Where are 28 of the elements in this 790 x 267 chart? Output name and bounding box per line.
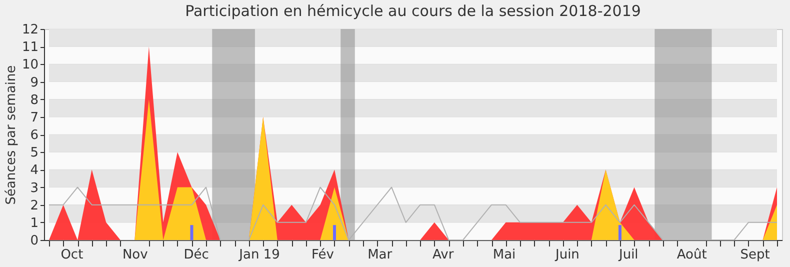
y-tick-label: 7 <box>30 110 38 126</box>
x-tick-label: Déc <box>184 248 209 262</box>
chart-title: Participation en hémicycle au cours de la session 2018-2019 <box>185 2 641 20</box>
x-tick-label: Oct <box>60 248 84 262</box>
x-tick-label: Nov <box>122 248 148 262</box>
y-tick-label: 3 <box>30 180 38 196</box>
y-tick-label: 8 <box>30 92 38 108</box>
y-tick-label: 1 <box>30 216 38 231</box>
x-tick-label: Fév <box>312 248 334 262</box>
y-tick-label: 11 <box>22 40 38 56</box>
y-tick-label: 12 <box>22 22 38 38</box>
line-series <box>48 186 778 240</box>
y-tick-label: 5 <box>30 146 38 161</box>
y-tick-label: 0 <box>30 234 38 248</box>
x-tick-label: Juil <box>618 248 638 262</box>
x-tick-label: Mai <box>492 248 516 262</box>
y-tick-label: 6 <box>30 128 38 143</box>
x-tick-label: Mar <box>368 248 393 262</box>
y-axis-title: Séances par semaine <box>4 65 19 205</box>
x-tick-label: Sept <box>740 248 770 262</box>
x-tick-label: Jan 19 <box>238 248 280 262</box>
y-tick-label: 2 <box>30 198 38 214</box>
y-tick-label: 10 <box>22 58 38 73</box>
x-tick-label: Août <box>676 248 707 262</box>
x-tick-label: Juin <box>554 248 580 262</box>
x-tick-label: Avr <box>432 248 454 262</box>
y-tick-label: 9 <box>30 75 38 90</box>
y-tick-label: 4 <box>30 163 38 178</box>
